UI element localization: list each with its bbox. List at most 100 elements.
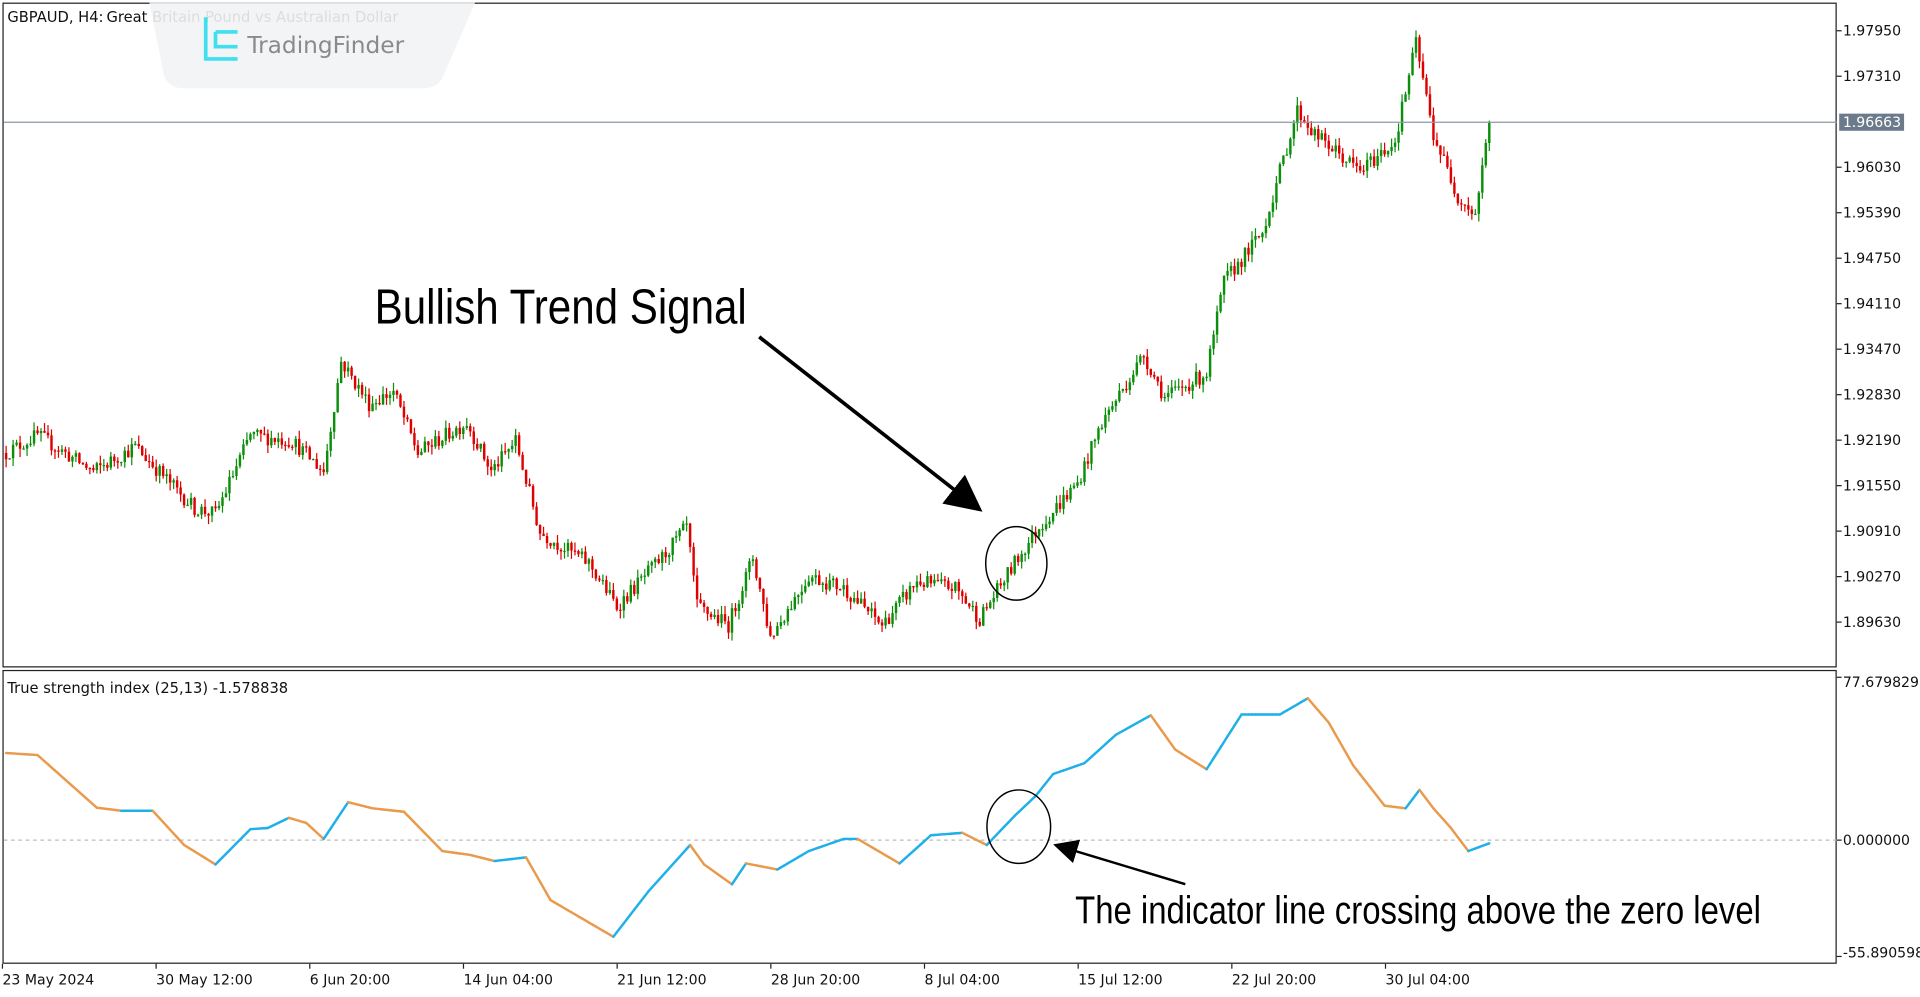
candle [741,586,744,609]
candle-body [1432,115,1435,141]
watermark-brand: TradingFinder [246,32,404,59]
candle [315,453,318,469]
candle [158,464,161,484]
candle-body [298,438,301,455]
candle [11,439,15,467]
candle-body [123,450,126,462]
candle [18,435,22,458]
crossing-note: The indicator line crossing above the ze… [1075,888,1761,932]
candle [957,578,961,600]
candle-body [1467,205,1470,210]
candle [580,548,584,559]
price-tick-label: 1.95390 [1843,206,1901,222]
candle [434,429,437,449]
candle-body [1160,381,1163,399]
candle [1271,195,1275,218]
candle-body [528,483,531,487]
indicator-pane[interactable] [2,669,1837,964]
candle [570,541,573,559]
candle-body [1334,145,1337,152]
candle-body [116,461,120,463]
candle [1041,523,1044,537]
candle-body [444,427,448,441]
candle [217,500,221,511]
candle [1121,388,1125,393]
candle-body [570,542,573,551]
candle [1184,385,1187,392]
candle [591,556,594,578]
candle [818,570,821,586]
candle [915,575,919,593]
candle [1275,176,1278,210]
candle-body [790,608,793,611]
candle-body [172,480,175,483]
candle-body [531,486,535,507]
candle [116,457,120,469]
candle-body [654,558,657,563]
candle [32,422,36,447]
candle-body [430,445,434,447]
candle-body [1177,386,1180,388]
candle [622,589,626,619]
main-pane[interactable] [2,2,1837,668]
candle-body [713,614,716,617]
candle [992,591,995,610]
candle [1170,379,1173,399]
candle-body [350,367,353,376]
candle [626,592,629,605]
candle [364,386,367,404]
candle-body [312,459,315,461]
candle-body [203,506,207,514]
time-tick-label: 23 May 2024 [2,973,94,989]
candle [1358,159,1362,174]
candle [25,443,29,456]
candle-body [1250,239,1254,255]
price-tick-label: 1.90270 [1843,570,1901,586]
candle-body [67,451,71,462]
candle [713,609,716,620]
candle-body [1044,524,1048,530]
candle-body [1474,213,1477,216]
candle [1383,142,1386,157]
candle [702,599,706,613]
candle [151,455,154,469]
candle-body [678,529,681,537]
candle [629,579,633,604]
candle-body [381,394,385,405]
candle-body [455,427,458,436]
candle [1362,164,1365,176]
candle [989,600,992,609]
candle-body [1083,461,1086,483]
candle-body [765,603,769,626]
candle-body [1407,75,1411,95]
price-tick-label: 1.94750 [1843,251,1901,267]
candle [538,524,542,541]
tsi-line [4,697,1491,938]
candle [811,575,814,586]
candle-body [1414,37,1418,53]
candle [510,439,514,453]
candle [1072,482,1076,490]
candle-body [622,596,626,611]
candle [479,443,482,452]
candle-body [256,429,259,432]
candle [214,500,217,512]
candle [1160,375,1163,402]
candle-body [1062,495,1065,509]
candle-body [908,585,912,600]
candle [968,602,971,609]
candle-body [235,466,238,476]
candle-body [318,468,322,470]
candle [971,600,975,612]
candle-body [137,443,140,447]
candle [619,603,622,619]
candle-body [448,427,451,439]
candle-body [556,542,559,550]
candle [109,451,113,471]
candle-body [779,622,783,627]
candle [887,613,891,625]
candle [1379,142,1383,163]
candle-body [329,431,332,451]
candle [1135,355,1139,377]
